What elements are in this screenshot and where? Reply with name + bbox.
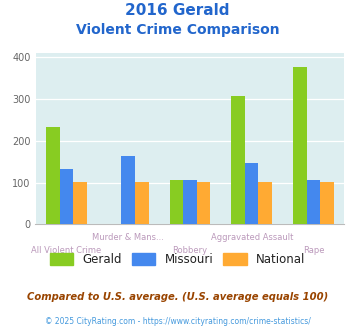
Bar (170, 180, 183, 224)
Bar (258, 182, 272, 224)
Bar (73, 182, 87, 224)
Bar (307, 180, 320, 224)
Bar (231, 96, 245, 224)
Text: Violent Crime Comparison: Violent Crime Comparison (76, 23, 279, 37)
Text: Murder & Mans...: Murder & Mans... (92, 233, 164, 242)
Text: Rape: Rape (303, 246, 324, 255)
Bar (135, 182, 148, 224)
Text: Compared to U.S. average. (U.S. average equals 100): Compared to U.S. average. (U.S. average … (27, 292, 328, 302)
Bar (46, 127, 60, 224)
Legend: Gerald, Missouri, National: Gerald, Missouri, National (50, 253, 305, 266)
Text: Aggravated Assault: Aggravated Assault (211, 233, 293, 242)
Bar (60, 169, 73, 224)
Text: All Violent Crime: All Violent Crime (31, 246, 102, 255)
Text: 2016 Gerald: 2016 Gerald (125, 3, 230, 18)
Bar (197, 182, 210, 224)
Bar (245, 163, 258, 224)
Bar (293, 67, 307, 224)
Bar (121, 156, 135, 224)
Text: © 2025 CityRating.com - https://www.cityrating.com/crime-statistics/: © 2025 CityRating.com - https://www.city… (45, 317, 310, 326)
Text: Robbery: Robbery (173, 246, 207, 255)
Bar (183, 180, 197, 224)
Bar (320, 182, 334, 224)
